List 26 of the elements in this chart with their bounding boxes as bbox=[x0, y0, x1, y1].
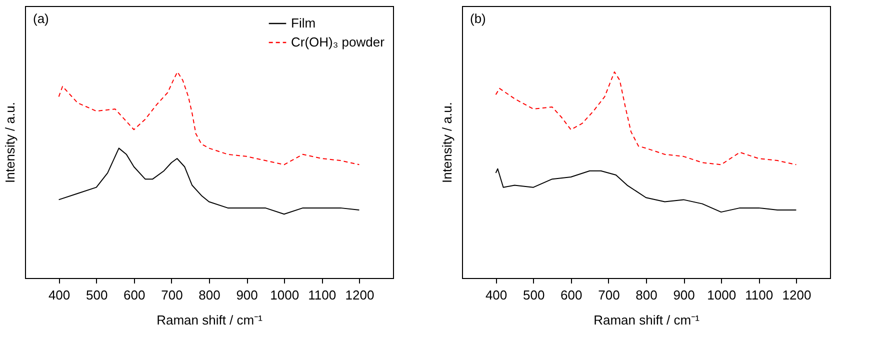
x-tick-label: 1200 bbox=[782, 288, 812, 302]
x-tick-label: 500 bbox=[522, 288, 545, 302]
x-axis-title: Raman shift / cm⁻¹ bbox=[594, 312, 700, 328]
y-axis-title: Intensity / a.u. bbox=[2, 102, 18, 183]
x-tick-label: 500 bbox=[86, 288, 108, 302]
y-axis-title: Intensity / a.u. bbox=[440, 102, 454, 183]
x-tick-label: 900 bbox=[673, 288, 695, 302]
x-tick-label: 1000 bbox=[707, 288, 736, 302]
x-tick-label: 1200 bbox=[345, 288, 374, 302]
x-tick-label: 700 bbox=[598, 288, 620, 302]
x-tick-label: 400 bbox=[48, 288, 70, 302]
x-axis-title: Raman shift / cm⁻¹ bbox=[156, 312, 264, 328]
x-tick-label: 600 bbox=[124, 288, 146, 302]
text: (b) bbox=[470, 11, 486, 26]
x-tick-label: 700 bbox=[161, 288, 183, 302]
legend-label: Cr(OH)₃ powder bbox=[291, 34, 386, 50]
x-tick-label: 1100 bbox=[308, 288, 336, 302]
x-tick-label: 800 bbox=[198, 288, 220, 302]
x-tick-label: 1100 bbox=[745, 288, 774, 302]
x-tick-label: 600 bbox=[560, 288, 582, 302]
x-tick-label: 900 bbox=[236, 288, 258, 302]
legend-label: Film bbox=[291, 16, 316, 30]
x-tick-label: 800 bbox=[636, 288, 658, 302]
x-tick-label: 1000 bbox=[270, 288, 300, 302]
text: (a) bbox=[33, 11, 49, 26]
x-tick-label: 400 bbox=[485, 288, 508, 302]
